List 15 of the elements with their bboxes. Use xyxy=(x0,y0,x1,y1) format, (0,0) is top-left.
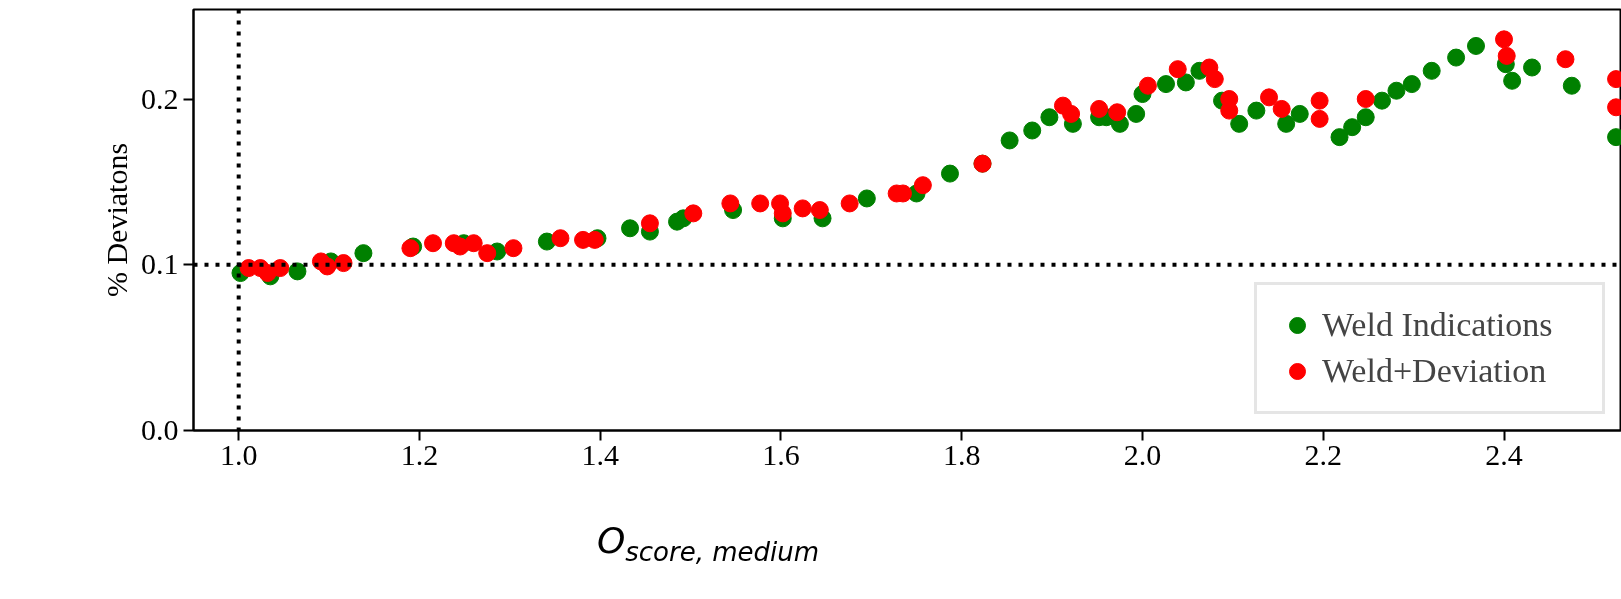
y-tick-label: 0.1 xyxy=(141,247,179,281)
x-tick-label: 2.4 xyxy=(1485,437,1523,471)
x-tick-label: 1.6 xyxy=(762,437,800,471)
y-tick-label: 0.0 xyxy=(141,413,179,446)
legend-label: Weld+Deviation xyxy=(1322,352,1548,390)
x-tick-label: 1.2 xyxy=(400,437,439,471)
x-axis-title: O$_{score, medium}$ xyxy=(595,519,821,570)
x-tick-label: 1.8 xyxy=(942,437,981,471)
x-tick-label: 1.4 xyxy=(581,437,619,471)
x-tick-label: 2.0 xyxy=(1123,437,1162,471)
y-axis-title: % Deviatons xyxy=(100,142,133,298)
x-tick-label: 1.0 xyxy=(219,437,258,471)
x-tick-label: 2.2 xyxy=(1304,437,1342,471)
legend-label: Weld Indications xyxy=(1322,306,1554,344)
y-tick-label: 0.2 xyxy=(141,81,179,115)
